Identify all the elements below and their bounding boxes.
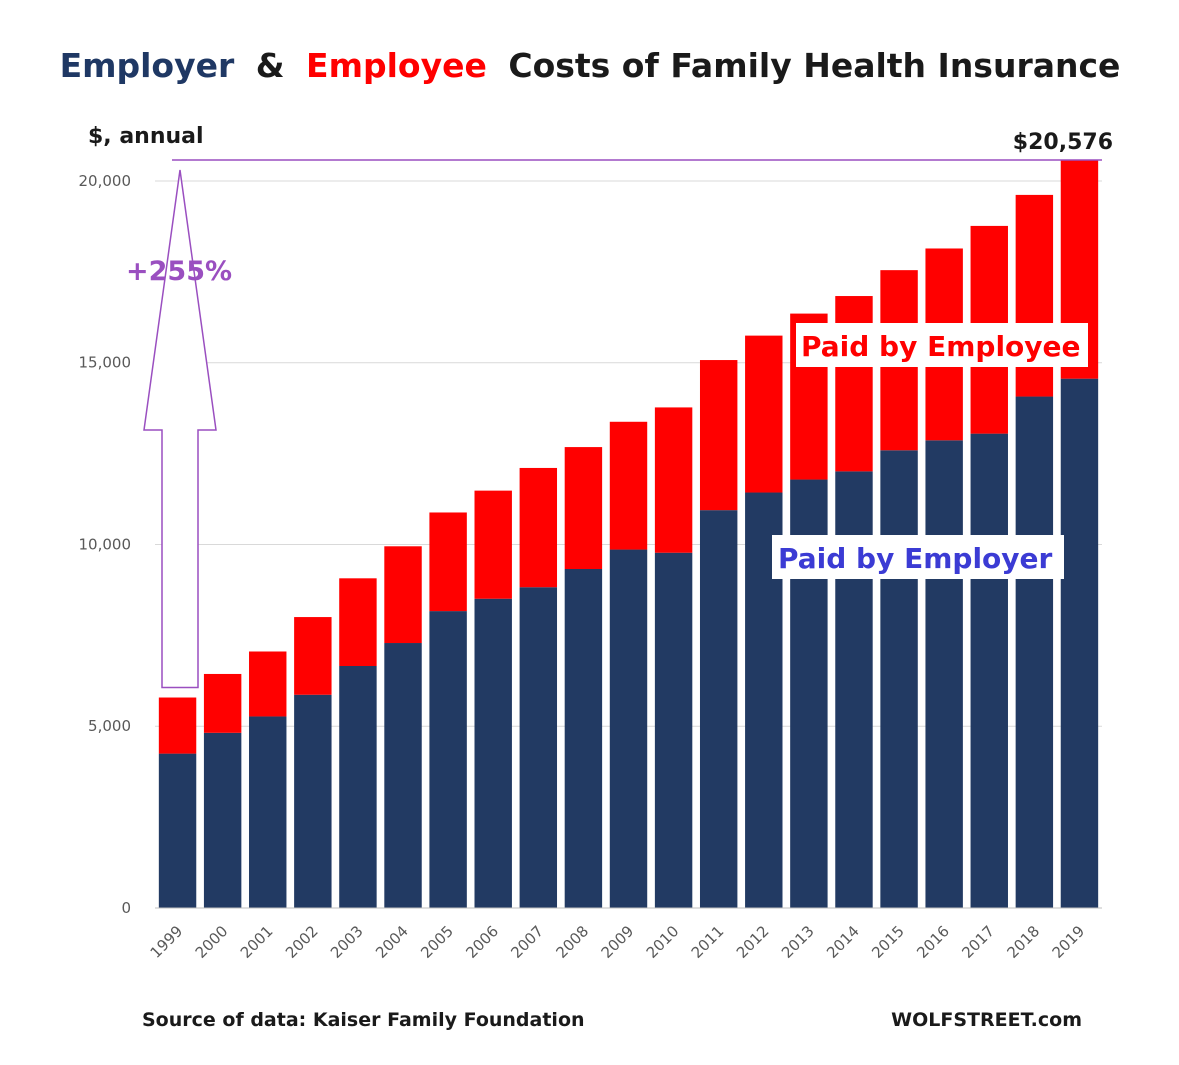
x-tick-label: 2012 (733, 922, 773, 962)
x-tick-label: 2001 (237, 922, 277, 962)
x-tick-label: 2013 (778, 922, 818, 962)
y-tick-label: 0 (121, 899, 131, 917)
bars (158, 160, 1099, 909)
bar-employee (203, 673, 242, 733)
bar-employer (1015, 396, 1054, 908)
bar-employer (429, 611, 467, 908)
x-tick-label: 2006 (462, 922, 502, 962)
bar-employer (339, 665, 377, 908)
title-rest: Costs of Family Health Insurance (508, 46, 1120, 85)
title-employee: Employee (306, 46, 487, 85)
bar-employee (158, 697, 197, 754)
x-tick-label: 2000 (192, 922, 232, 962)
bar-employee (384, 546, 422, 644)
bar-employee (745, 335, 783, 493)
bar-employer (294, 694, 332, 908)
x-tick-label: 2008 (553, 922, 593, 962)
x-tick-label: 2007 (507, 922, 547, 962)
bar-employee (654, 407, 693, 553)
bar-employer (249, 716, 287, 908)
bar-employee (699, 360, 738, 511)
x-axis-ticks: 1999 2000 2001 2002 2003 2004 2005 2006 2007 2008… (147, 922, 1089, 962)
bar-employee (429, 512, 467, 612)
chart-title: Employer & Employee Costs of Family Heal… (60, 46, 1121, 85)
bar-employer (203, 732, 242, 908)
y-tick-label: 15,000 (79, 354, 132, 372)
y-tick-label: 10,000 (79, 535, 132, 553)
title-employer: Employer (60, 46, 235, 85)
employer-series-label: Paid by Employer (778, 542, 1053, 575)
bar-employer (925, 440, 963, 908)
bar-employee (249, 651, 287, 717)
y-axis-label: $, annual (88, 124, 204, 149)
y-tick-label: 20,000 (79, 172, 132, 190)
peak-value-label: $20,576 (1013, 130, 1113, 155)
x-tick-label: 1999 (147, 922, 187, 962)
employer-label-box (772, 535, 1064, 579)
bar-employer (384, 643, 422, 908)
bar-employee (564, 447, 603, 570)
bar-employer (519, 587, 558, 908)
x-tick-label: 2014 (823, 922, 863, 962)
x-tick-label: 2011 (688, 922, 728, 962)
x-tick-label: 2016 (913, 922, 953, 962)
x-tick-label: 2004 (372, 922, 412, 962)
increase-arrow (143, 169, 217, 689)
x-tick-label: 2017 (958, 922, 998, 962)
x-tick-label: 2009 (598, 922, 638, 962)
y-axis-ticks: 0 5,000 10,000 15,000 20,000 (79, 172, 132, 917)
bar-employer (970, 433, 1008, 908)
bar-employee (474, 490, 512, 599)
bar-employer (654, 552, 693, 908)
x-tick-label: 2015 (868, 922, 908, 962)
x-tick-label: 2019 (1049, 922, 1089, 962)
bar-employer (1060, 378, 1099, 909)
bar-employee (609, 421, 648, 550)
bar-employer (158, 753, 197, 908)
bar-employer (880, 450, 918, 908)
bar-employer (474, 598, 512, 908)
bar-employer (699, 510, 738, 908)
x-tick-label: 2018 (1003, 922, 1043, 962)
x-tick-label: 2002 (282, 922, 322, 962)
employee-series-label: Paid by Employee (801, 330, 1081, 363)
bar-employee (294, 617, 332, 695)
y-tick-label: 5,000 (88, 717, 131, 735)
source-note: Source of data: Kaiser Family Foundation (142, 1009, 585, 1031)
bar-employer (564, 569, 603, 908)
x-tick-label: 2010 (643, 922, 683, 962)
bar-employee (835, 296, 873, 472)
bar-employee (339, 578, 377, 666)
credit-note: WOLFSTREET.com (891, 1009, 1082, 1031)
bar-employer (609, 549, 648, 908)
employee-label-box (796, 323, 1088, 367)
increase-percent-label: +255% (126, 256, 232, 287)
x-tick-label: 2005 (417, 922, 457, 962)
x-tick-label: 2003 (327, 922, 367, 962)
title-amp: & (256, 46, 285, 85)
bar-employee (519, 467, 558, 588)
